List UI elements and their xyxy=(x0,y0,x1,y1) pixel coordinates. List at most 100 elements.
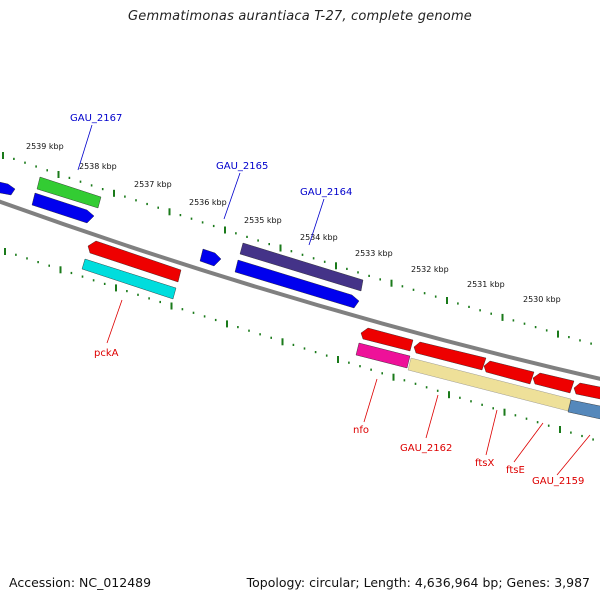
minor-tick xyxy=(192,311,195,314)
minor-tick xyxy=(547,424,550,427)
minor-tick xyxy=(357,271,359,274)
minor-tick xyxy=(346,267,348,270)
minor-tick xyxy=(579,339,581,342)
leader-line-gau2164 xyxy=(308,198,325,246)
minor-tick xyxy=(146,202,148,206)
major-tick xyxy=(2,152,4,159)
gene-label-gau2165[interactable]: GAU_2165 xyxy=(216,161,268,172)
major-tick xyxy=(226,320,228,328)
gene-label-gau2167[interactable]: GAU_2167 xyxy=(70,113,122,124)
major-tick xyxy=(335,262,337,270)
kbp-label-2539: 2539 kbp xyxy=(26,142,64,151)
gene-label-ftse[interactable]: ftsE xyxy=(506,465,525,476)
gene-feature-9 xyxy=(360,327,414,352)
minor-tick xyxy=(590,342,592,345)
gene-feature-4 xyxy=(87,240,182,283)
kbp-label-2538: 2538 kbp xyxy=(79,162,117,171)
minor-tick xyxy=(512,319,515,322)
minor-tick xyxy=(257,239,259,242)
minor-tick xyxy=(545,329,548,332)
minor-tick xyxy=(270,336,272,339)
minor-tick xyxy=(348,361,350,364)
major-tick xyxy=(559,426,561,433)
minor-tick xyxy=(126,290,128,293)
minor-tick xyxy=(135,199,137,202)
minor-tick xyxy=(312,257,315,260)
minor-tick xyxy=(181,308,184,311)
minor-tick xyxy=(436,389,439,392)
minor-tick xyxy=(81,275,84,278)
minor-tick xyxy=(459,396,461,399)
major-tick xyxy=(170,302,173,310)
minor-tick xyxy=(381,372,383,375)
minor-tick xyxy=(492,407,494,410)
minor-tick xyxy=(92,279,95,282)
kbp-label-2531: 2531 kbp xyxy=(467,280,505,289)
minor-tick xyxy=(368,274,370,277)
major-tick xyxy=(390,279,393,287)
kbp-label-2534: 2534 kbp xyxy=(300,233,338,242)
major-tick xyxy=(4,248,6,255)
gene-feature-16 xyxy=(567,399,600,420)
minor-tick xyxy=(68,176,71,179)
minor-tick xyxy=(568,336,570,339)
major-tick xyxy=(337,356,339,363)
gene-label-gau2159[interactable]: GAU_2159 xyxy=(532,476,584,487)
major-tick xyxy=(115,284,117,292)
map-title: Gemmatimonas aurantiaca T-27, complete g… xyxy=(127,9,473,24)
minor-tick xyxy=(201,221,204,224)
minor-tick xyxy=(148,297,150,300)
leader-line-ftsx xyxy=(485,409,498,456)
minor-tick xyxy=(237,326,239,329)
major-tick xyxy=(113,189,115,197)
minor-tick xyxy=(124,195,126,198)
minor-tick xyxy=(403,379,406,382)
minor-tick xyxy=(423,292,426,295)
minor-tick xyxy=(159,300,161,304)
gene-label-pcka[interactable]: pckA xyxy=(94,348,119,359)
major-tick xyxy=(59,266,62,274)
minor-tick xyxy=(314,351,317,354)
minor-tick xyxy=(79,180,82,183)
leader-line-pcka xyxy=(106,299,123,344)
minor-tick xyxy=(157,206,159,209)
minor-tick xyxy=(26,257,28,260)
gene-label-nfo[interactable]: nfo xyxy=(353,425,369,436)
gene-feature-14 xyxy=(573,382,600,400)
major-tick xyxy=(501,313,504,321)
minor-tick xyxy=(401,285,404,288)
gene-label-gau2162[interactable]: GAU_2162 xyxy=(400,443,452,454)
leader-line-gau2167 xyxy=(77,124,93,171)
minor-tick xyxy=(323,260,326,263)
minor-tick xyxy=(412,288,415,291)
minor-tick xyxy=(290,250,293,253)
minor-tick xyxy=(325,354,328,357)
minor-tick xyxy=(103,282,106,285)
major-tick xyxy=(281,338,284,346)
minor-tick xyxy=(37,261,39,264)
gene-feature-2 xyxy=(36,176,102,209)
minor-tick xyxy=(592,438,594,441)
gene-feature-12 xyxy=(483,360,535,385)
accession-text: Accession: NC_012489 xyxy=(9,575,152,590)
kbp-label-2530: 2530 kbp xyxy=(523,295,561,304)
minor-tick xyxy=(259,333,261,336)
minor-tick xyxy=(235,232,237,235)
topology-text: Topology: circular; Length: 4,636,964 bp… xyxy=(246,575,590,590)
minor-tick xyxy=(48,264,50,267)
gene-label-ftsx[interactable]: ftsX xyxy=(475,458,494,469)
minor-tick xyxy=(137,293,139,296)
minor-tick xyxy=(246,235,248,238)
gene-label-gau2164[interactable]: GAU_2164 xyxy=(300,187,352,198)
minor-tick xyxy=(292,343,295,346)
gene-feature-6 xyxy=(199,248,222,267)
kbp-tick-row-lower xyxy=(4,248,594,441)
minor-tick xyxy=(46,169,48,172)
kbp-label-2532: 2532 kbp xyxy=(411,265,449,274)
major-tick xyxy=(57,171,60,178)
minor-tick xyxy=(523,322,526,325)
minor-tick xyxy=(525,417,528,420)
minor-tick xyxy=(24,161,26,164)
gene-feature-5 xyxy=(81,258,177,300)
minor-tick xyxy=(101,188,104,191)
